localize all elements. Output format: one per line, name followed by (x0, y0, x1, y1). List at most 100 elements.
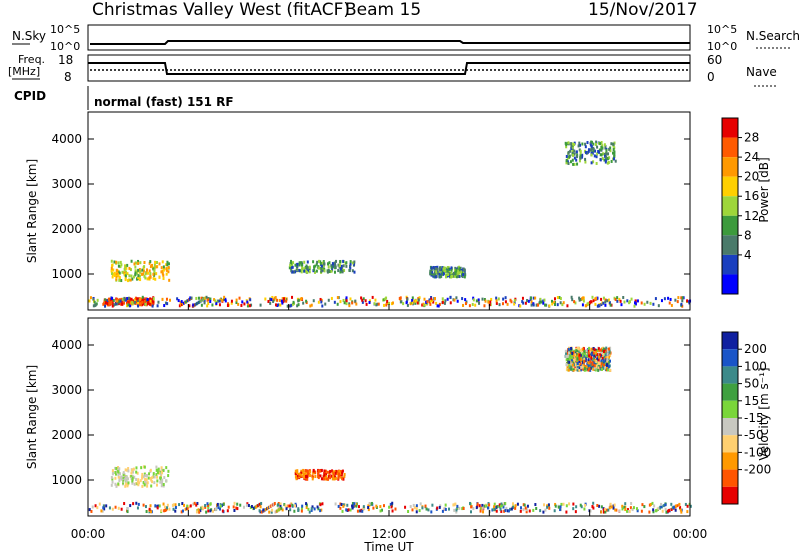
data-cell (303, 267, 306, 271)
data-cell (137, 301, 140, 305)
data-cell (227, 302, 230, 306)
data-cell (89, 296, 92, 300)
data-cell (279, 504, 282, 508)
data-cell (660, 505, 663, 509)
data-cell (149, 504, 152, 508)
data-cell (485, 504, 488, 508)
data-cell (155, 265, 158, 269)
data-cell (141, 484, 144, 488)
data-cell (152, 472, 155, 476)
data-cell (161, 269, 164, 273)
data-cell (576, 162, 579, 166)
data-cell (149, 510, 152, 514)
data-cell (134, 261, 137, 265)
data-cell (550, 299, 553, 303)
data-cell (124, 298, 127, 302)
data-cell (349, 262, 352, 266)
data-cell (334, 502, 337, 506)
data-cell (449, 295, 452, 299)
data-cell (139, 261, 142, 265)
data-cell (596, 296, 599, 300)
colorbar-segment (722, 400, 738, 418)
data-cell (269, 301, 272, 305)
data-cell (595, 351, 598, 355)
data-cell (544, 508, 547, 512)
data-cell (285, 299, 288, 303)
data-cell (596, 503, 599, 507)
data-cell (603, 363, 606, 367)
data-cell (137, 275, 140, 279)
data-cell (197, 296, 200, 300)
data-cell (590, 364, 593, 368)
data-cell (162, 277, 165, 281)
colorbar-segment (722, 157, 738, 177)
data-cell (528, 509, 531, 513)
data-cell (453, 508, 456, 512)
data-cell (200, 303, 203, 307)
data-cell (144, 474, 147, 478)
data-cell (579, 298, 582, 302)
data-cell (290, 261, 293, 265)
data-cell (438, 302, 441, 306)
data-cell (124, 484, 127, 488)
data-cell (92, 297, 95, 301)
data-cell (120, 477, 123, 481)
data-cell (312, 471, 315, 475)
data-cell (339, 268, 342, 272)
data-cell (436, 304, 439, 308)
data-cell (674, 504, 677, 508)
data-cell (625, 509, 628, 513)
data-cell (649, 502, 652, 506)
data-cell (368, 300, 371, 304)
data-cell (612, 144, 615, 148)
data-cell (343, 474, 346, 478)
data-cell (526, 504, 529, 508)
xtick-label: 16:00 (472, 527, 507, 541)
data-cell (167, 474, 170, 478)
data-cell (320, 468, 323, 472)
data-cell (571, 158, 574, 162)
data-cell (134, 269, 137, 273)
colorbar-tick-label: 16 (744, 189, 759, 203)
nsearch-tick-top: 10^5 (707, 23, 737, 36)
data-cell (125, 475, 128, 479)
data-cell (94, 504, 97, 508)
data-cell (319, 262, 322, 266)
data-cell (219, 504, 222, 508)
data-cell (203, 301, 206, 305)
data-cell (227, 505, 230, 509)
data-cell (110, 301, 113, 305)
data-cell (577, 144, 580, 148)
data-cell (583, 368, 586, 372)
data-cell (300, 473, 303, 477)
data-cell (609, 354, 612, 358)
data-cell (315, 262, 318, 266)
data-cell (186, 504, 189, 508)
data-cell (126, 477, 129, 481)
data-cell (146, 297, 149, 301)
data-cell (159, 476, 162, 480)
data-cell (351, 301, 354, 305)
data-cell (510, 507, 513, 511)
data-cell (481, 503, 484, 507)
data-cell (674, 298, 677, 302)
data-cell (183, 503, 186, 507)
data-cell (581, 155, 584, 159)
data-cell (143, 483, 146, 487)
data-cell (145, 271, 148, 275)
data-cell (238, 296, 241, 300)
data-cell (286, 304, 289, 308)
data-cell (124, 274, 127, 278)
data-cell (176, 297, 179, 301)
data-cell (592, 142, 595, 146)
data-cell (504, 508, 507, 512)
data-cell (367, 505, 370, 509)
data-cell (576, 368, 579, 372)
data-cell (349, 266, 352, 270)
data-cell (325, 475, 328, 479)
data-cell (657, 304, 660, 308)
data-cell (222, 502, 225, 506)
data-cell (133, 300, 136, 304)
data-cell (334, 476, 337, 480)
data-cell (592, 299, 595, 303)
